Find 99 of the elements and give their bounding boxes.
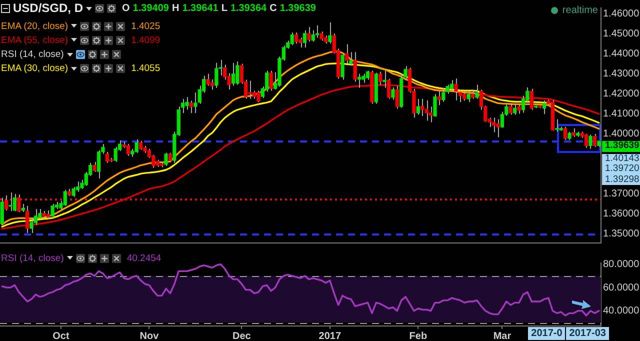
text: EMA (55, close) (1, 34, 68, 47)
candlestick (454, 78, 458, 101)
y-tick-label: 60.0000 (603, 282, 640, 294)
candlestick (382, 70, 386, 88)
chart-title: USD/SGD, D (13, 1, 84, 15)
text: 1.39298 (602, 174, 640, 185)
candlestick (420, 98, 424, 116)
x-tick-label: Feb (409, 330, 428, 341)
candlestick (530, 88, 534, 110)
text: 1.40143 (602, 152, 640, 164)
x-tick-label: 2017 (318, 330, 342, 341)
y-tick-label: 40.0000 (603, 306, 640, 317)
candlestick (92, 161, 96, 172)
y-tick-label: 80.0000 (603, 258, 640, 270)
candlestick (30, 217, 34, 234)
candlestick (25, 205, 30, 234)
candlestick (508, 103, 512, 116)
candlestick (466, 90, 470, 102)
candlestick (437, 90, 442, 106)
y-tick-label: 1.41000 (603, 108, 640, 120)
text: EMA (30, close) (1, 62, 68, 76)
candlestick (366, 70, 370, 80)
candlestick (450, 80, 454, 92)
candlestick (563, 126, 568, 140)
x-tick-label: Nov (140, 330, 160, 341)
candlestick (189, 100, 194, 114)
candlestick (214, 62, 218, 88)
candlestick (12, 193, 17, 212)
candlestick (378, 71, 382, 86)
candlestick (294, 32, 298, 44)
candlestick (269, 70, 273, 92)
candlestick (8, 192, 12, 212)
candlestick (126, 143, 130, 156)
annotation: 40.2454 (126, 252, 162, 264)
y-tick-label: 1.37000 (603, 188, 640, 200)
candlestick (328, 22, 332, 44)
candlestick (185, 96, 189, 110)
text: 1.39639 (602, 140, 640, 152)
candlestick (395, 85, 399, 110)
annotation: realtime (562, 5, 598, 16)
candlestick (517, 104, 521, 114)
annotation: 1.4025 (131, 20, 160, 32)
candlestick (138, 140, 143, 150)
annotation: RSI (14, close) (1, 48, 64, 62)
candlestick (134, 138, 138, 154)
candlestick (424, 100, 428, 122)
candlestick (446, 84, 450, 94)
text: 2017-0 (528, 327, 566, 340)
candlestick (496, 118, 500, 138)
annotation: 1.4055 (131, 62, 160, 76)
candlestick (416, 98, 420, 116)
candlestick (96, 150, 101, 179)
y-tick-label: 1.43000 (603, 68, 640, 80)
candlestick (236, 60, 240, 86)
candlestick (521, 95, 526, 114)
text: RSI (14, close) (1, 252, 64, 264)
candlestick (194, 92, 198, 114)
y-tick-label: 1.42000 (603, 88, 640, 100)
candlestick (542, 100, 546, 115)
candlestick (311, 30, 315, 42)
candlestick (307, 26, 311, 42)
x-tick-label: Oct (52, 330, 70, 341)
y-tick-label: 1.40000 (603, 128, 640, 140)
text: 2017-03 (566, 327, 609, 340)
candlestick (63, 189, 67, 206)
candlestick (302, 30, 307, 48)
candlestick (231, 62, 236, 86)
text: EMA (20, close) (1, 20, 68, 32)
candlestick (442, 87, 446, 102)
candlestick (0, 197, 4, 226)
y-tick-label: 1.36000 (603, 208, 640, 220)
candlestick (290, 32, 294, 46)
candlestick (340, 53, 344, 80)
candlestick (206, 73, 210, 86)
candlestick (17, 194, 21, 213)
candlestick (248, 80, 252, 100)
y-tick-label: 1.46000 (603, 8, 640, 20)
candlestick (475, 84, 479, 100)
x-tick-label: Dec (232, 330, 252, 341)
candlestick (513, 104, 517, 116)
candlestick (592, 133, 597, 148)
candlestick (588, 134, 592, 150)
y-tick-label: 1.45000 (603, 28, 640, 40)
candlestick (391, 86, 395, 100)
candlestick (353, 52, 357, 82)
candlestick (50, 203, 54, 218)
candlestick (168, 152, 172, 162)
chart-subtitle: O 1.39409 H 1.39641 L 1.39364 C 1.39639 (122, 2, 316, 15)
candlestick (462, 91, 466, 102)
candlestick (584, 133, 588, 148)
candlestick (72, 186, 76, 198)
x-tick-label: Mar (493, 330, 512, 341)
candlestick (114, 146, 118, 162)
y-tick-label: 1.35000 (603, 228, 640, 240)
candlestick (256, 90, 260, 103)
candlestick (164, 152, 168, 166)
annotation: 1.4099 (131, 34, 160, 47)
y-tick-label: 1.44000 (603, 48, 640, 60)
text: 1.39720 (602, 163, 640, 174)
